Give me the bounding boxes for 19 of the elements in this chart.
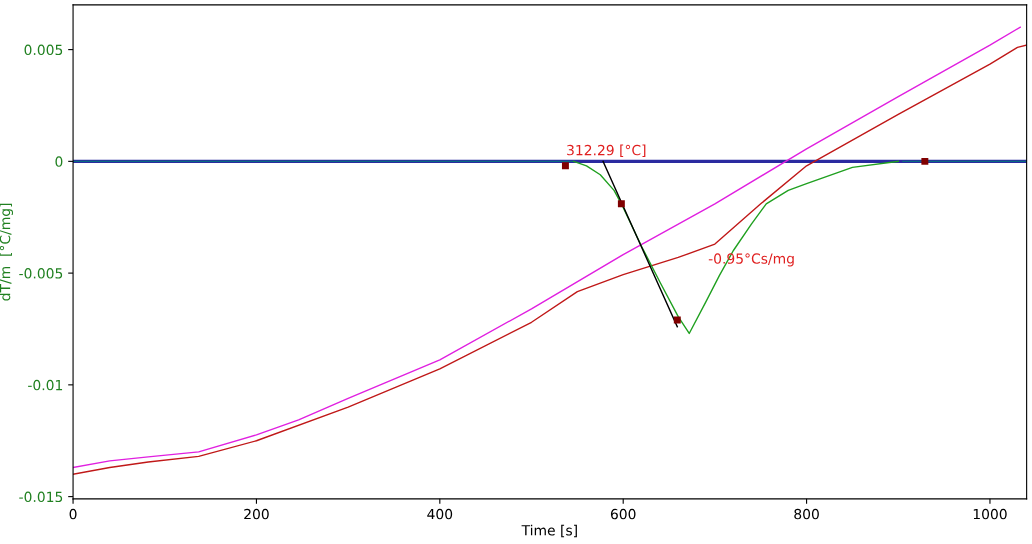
line-series <box>572 160 899 335</box>
x-tick-label: 600 <box>610 508 636 520</box>
point <box>617 200 625 208</box>
x-tick-label: 400 <box>427 508 453 520</box>
y-tick-label: 0.005 <box>24 44 63 56</box>
x-tick-label: 200 <box>244 508 269 520</box>
point <box>673 316 681 324</box>
y-tick-label: -0.015 <box>19 491 63 503</box>
y-tick-label: -0.005 <box>19 268 63 279</box>
point <box>561 162 569 170</box>
y-tick-label: 0 <box>55 156 63 167</box>
y-axis-title: dT/m [°C/mg] <box>0 203 14 301</box>
annotation: 312.29 [°C] <box>567 144 646 157</box>
point <box>921 157 929 165</box>
x-axis-title: Time [s] <box>521 524 577 538</box>
x-tick-label: 0 <box>69 508 77 520</box>
x-tick-label: 1000 <box>973 508 1007 520</box>
y-tick-label: -0.01 <box>28 379 63 391</box>
x-tick-label: 800 <box>794 508 819 520</box>
